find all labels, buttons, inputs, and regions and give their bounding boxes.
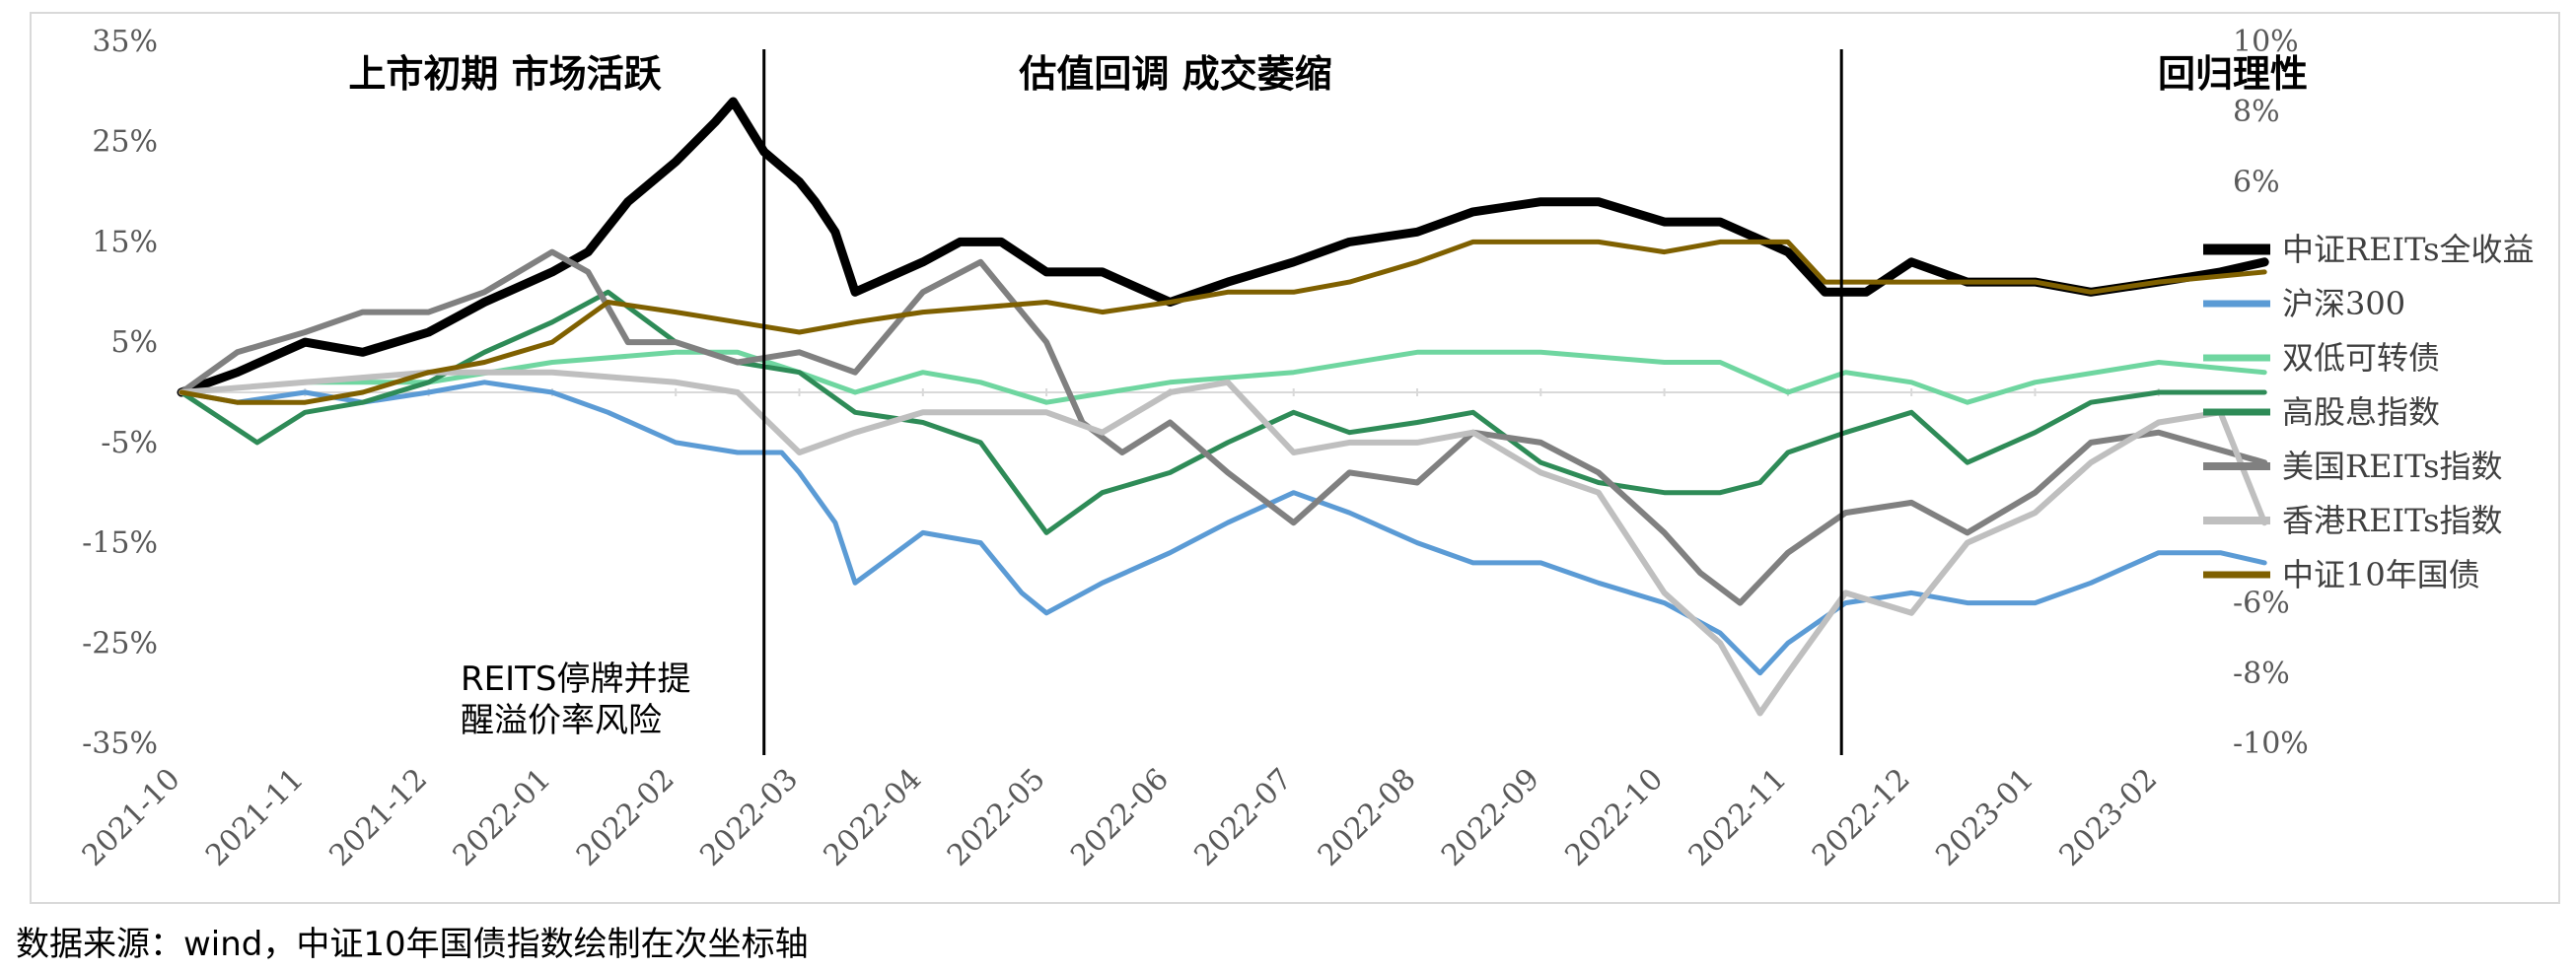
y-left-tick-label: -35% [82,727,158,761]
series-line [179,239,2267,405]
x-tick-label: 2022-06 [1064,762,1176,873]
x-tick-label: 2023-02 [2053,762,2165,873]
annotation-line-2: 醒溢价率风险 [461,701,662,740]
y-left-tick-label: -25% [82,626,158,660]
series-line [177,97,2269,397]
x-tick-label: 2022-01 [447,762,558,873]
x-tick-label: 2022-03 [693,762,805,873]
series-line [179,349,2267,405]
chart-frame: 35% 25% 15% 5% -5% -15% -25% -35% 10% 8% 6% -6% -8% -… [30,12,2560,904]
y-left-tick-label: 15% [92,225,158,259]
phase-label: 回归理性 [2158,52,2308,96]
legend-entry: 中证REITs全收益 [2282,231,2535,268]
y-right-tick-label: 10% [2233,25,2299,59]
x-tick-label: 2021-10 [76,762,187,873]
y-right-tick-label: 8% [2233,95,2280,129]
legend-entry: 沪深300 [2282,285,2405,322]
line-chart: 35% 25% 15% 5% -5% -15% -25% -35% 10% 8% 6% -6% -8% -… [76,25,2535,873]
y-left-tick-label: 5% [110,325,158,360]
y-left-tick-label: -15% [82,526,158,561]
series-line [179,248,2268,606]
legend-entry: 中证10年国债 [2282,556,2480,593]
y-left-tick-label: -5% [101,426,158,460]
x-tick-label: 2022-08 [1312,762,1423,873]
phase-label: 估值回调 成交萎缩 [1018,52,1331,96]
source-note: 数据来源：wind，中证10年国债指数绘制在次坐标轴 [16,925,809,964]
y-right-tick-label: 6% [2233,165,2280,199]
x-tick-label: 2021-12 [322,762,434,873]
x-tick-label: 2023-01 [1929,762,2040,873]
x-tick-label: 2022-07 [1187,762,1299,873]
legend-entry: 高股息指数 [2282,393,2440,431]
y-right-tick-label: -8% [2233,657,2290,691]
x-tick-label: 2021-11 [199,762,311,873]
legend-entry: 双低可转债 [2282,339,2440,377]
legend-entry: 香港REITs指数 [2282,502,2503,539]
phase-label: 上市初期 市场活跃 [348,52,662,96]
x-tick-label: 2022-04 [818,762,929,873]
series-line [179,380,2267,676]
x-tick-label: 2022-09 [1435,762,1546,873]
x-tick-label: 2022-11 [1682,762,1794,873]
y-right-tick-label: -6% [2233,587,2290,621]
series-line [179,289,2267,535]
y-right-tick-label: -10% [2233,727,2309,761]
x-tick-label: 2022-12 [1806,762,1917,873]
annotation-line-1: REITS停牌并提 [461,660,690,699]
x-tick-label: 2022-10 [1558,762,1670,873]
series-line [179,369,2268,717]
y-left-tick-label: 25% [92,125,158,160]
x-tick-label: 2022-05 [941,762,1052,873]
x-tick-label: 2022-02 [570,762,681,873]
legend-entry: 美国REITs指数 [2282,448,2503,485]
y-left-tick-label: 35% [92,25,158,59]
